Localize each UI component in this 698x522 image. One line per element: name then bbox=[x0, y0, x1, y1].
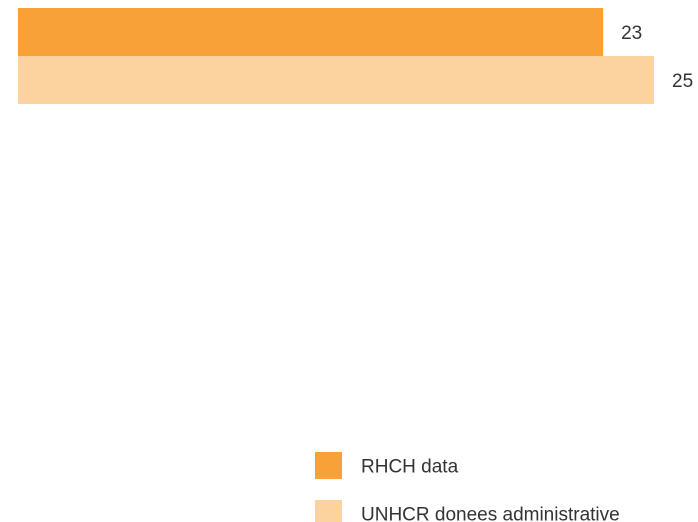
legend-label-2: UNHCR donees administrative bbox=[361, 505, 620, 522]
bar-2 bbox=[18, 56, 654, 104]
data-label-1: 23 bbox=[621, 23, 642, 44]
legend-swatch-1 bbox=[315, 452, 342, 479]
data-label-2: 25 bbox=[672, 71, 693, 92]
legend: RHCH data UNHCR donees administrative bbox=[315, 452, 620, 522]
bars-group bbox=[18, 8, 654, 104]
legend-label-1: RHCH data bbox=[361, 457, 459, 478]
legend-swatch-2 bbox=[315, 500, 342, 522]
bar-1 bbox=[18, 8, 604, 56]
data-labels-group: 23 25 bbox=[621, 23, 693, 92]
